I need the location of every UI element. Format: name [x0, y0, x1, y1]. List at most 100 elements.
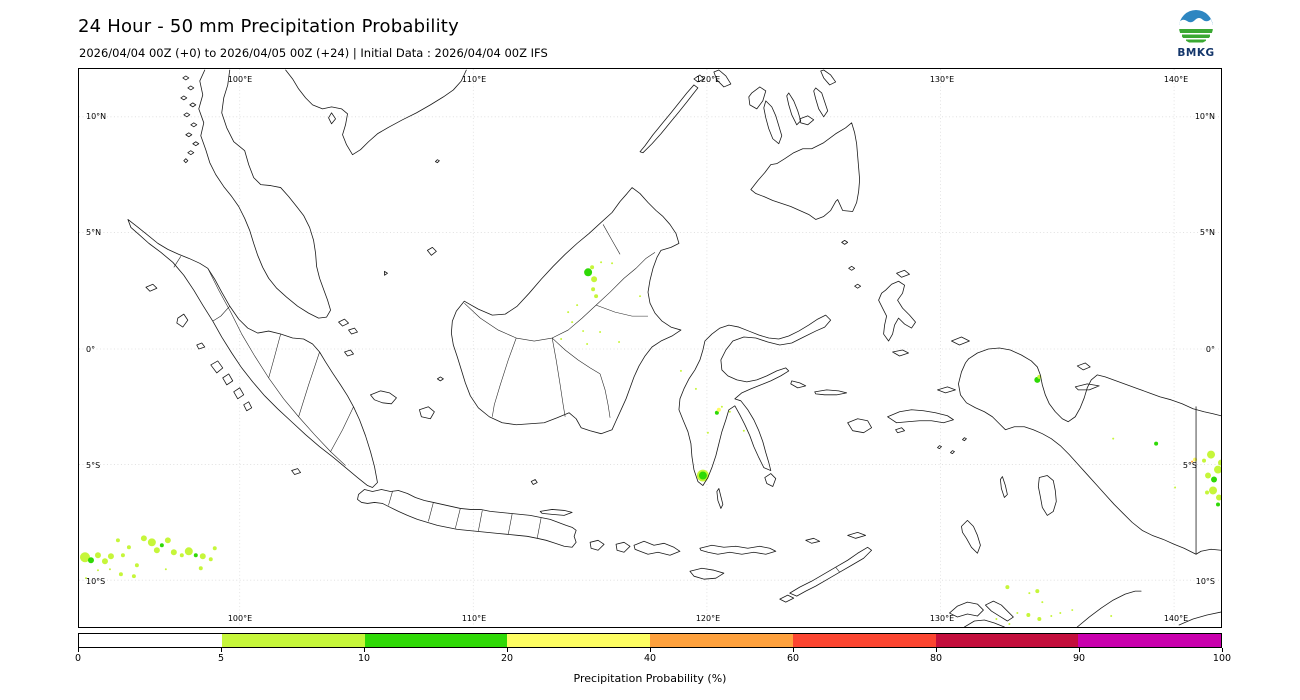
- precip-spot: [1028, 592, 1031, 595]
- precip-spot: [1041, 601, 1044, 604]
- precip-spot: [1037, 617, 1042, 622]
- precip-spot: [1211, 476, 1218, 483]
- precip-spot: [594, 294, 599, 299]
- precip-spot: [1209, 486, 1218, 495]
- colorbar-segment: [221, 634, 365, 647]
- precip-spot: [720, 405, 723, 408]
- precip-spot: [126, 545, 131, 550]
- precip-spot: [1191, 460, 1194, 463]
- lon-tick-label: 140°E: [1163, 614, 1189, 623]
- precip-spot: [1154, 441, 1159, 446]
- precip-spot: [101, 558, 108, 565]
- precip-spot: [1008, 623, 1011, 626]
- precip-spot: [140, 535, 147, 542]
- precip-spot: [742, 429, 745, 432]
- map-canvas: [79, 69, 1221, 627]
- precip-spot: [728, 410, 731, 413]
- lon-tick-label: 130°E: [929, 614, 955, 623]
- precip-spot: [706, 431, 709, 434]
- colorbar-tick: [649, 648, 651, 652]
- precip-spot: [118, 572, 123, 577]
- precip-spot: [1016, 612, 1019, 615]
- lon-tick-label: 100°E: [227, 614, 253, 623]
- lon-tick-label: 120°E: [695, 75, 721, 84]
- lon-tick-label: 110°E: [461, 75, 487, 84]
- page-subtitle: 2026/04/04 00Z (+0) to 2026/04/05 00Z (+…: [79, 46, 548, 60]
- lat-tick-label: 10°N: [86, 112, 107, 121]
- precip-spot: [1214, 465, 1221, 474]
- colorbar-tick-label: 0: [74, 653, 82, 664]
- precip-spot: [164, 537, 171, 544]
- colorbar-segment: [1078, 634, 1221, 647]
- lon-tick-label: 140°E: [1163, 75, 1189, 84]
- colorbar-tick: [77, 648, 79, 652]
- precip-spot: [193, 553, 198, 558]
- precip-spot: [560, 338, 563, 341]
- precip-spot: [108, 568, 111, 571]
- precip-spot: [84, 577, 87, 580]
- precip-spot: [115, 538, 120, 543]
- colorbar-tick-label: 90: [1072, 653, 1086, 664]
- precip-spot: [131, 574, 136, 579]
- precip-spot: [1059, 612, 1062, 615]
- precip-spot: [79, 552, 90, 563]
- colorbar-segment: [364, 634, 508, 647]
- precip-spot: [94, 552, 101, 559]
- precip-spot: [1026, 613, 1031, 618]
- precip-spot: [698, 471, 707, 480]
- precip-spot: [1035, 589, 1040, 594]
- spots-layer: [79, 261, 1221, 626]
- lat-tick-label: 5°N: [86, 228, 102, 237]
- lon-tick-label: 110°E: [461, 614, 487, 623]
- precip-spot: [584, 268, 593, 277]
- bmkg-logo: BMKG: [1168, 8, 1224, 59]
- colorbar-ticks: 0 5 10 20 40 60 80 90 100: [74, 648, 1231, 670]
- precip-spot: [120, 553, 125, 558]
- precip-spot: [571, 321, 574, 324]
- precip-spot: [153, 547, 160, 554]
- precip-spot: [96, 569, 99, 572]
- lon-tick-label: 130°E: [929, 75, 955, 84]
- page-title: 24 Hour - 50 mm Precipitation Probabilit…: [78, 16, 459, 37]
- precip-spot: [567, 311, 570, 314]
- precip-spot: [1071, 609, 1074, 612]
- precip-spot: [639, 295, 642, 298]
- colorbar-tick-label: 10: [357, 653, 371, 664]
- precip-spot: [714, 410, 719, 415]
- colorbar-segment: [935, 634, 1079, 647]
- precip-spot: [1205, 490, 1210, 495]
- precip-spot: [599, 331, 602, 334]
- colorbar-tick: [1078, 648, 1080, 652]
- lat-tick-label: 0°: [1205, 345, 1215, 354]
- colorbar-tick: [506, 648, 508, 652]
- precip-spot: [716, 407, 721, 412]
- colorbar-tick-label: 60: [786, 653, 800, 664]
- precip-spot: [586, 343, 589, 346]
- precip-spot: [1207, 450, 1216, 459]
- colorbar-tick: [220, 648, 222, 652]
- lat-tick-label: 5°S: [1182, 461, 1197, 470]
- colorbar-tick: [363, 648, 365, 652]
- colorbar-tick: [1221, 648, 1223, 652]
- precip-spot: [199, 553, 206, 560]
- lat-tick-label: 5°N: [1199, 228, 1215, 237]
- precip-spot: [1005, 585, 1010, 590]
- precip-spot: [164, 568, 167, 571]
- colorbar-tick-label: 40: [643, 653, 657, 664]
- colorbar-title: Precipitation Probability (%): [573, 672, 727, 685]
- coastline-layer: [127, 69, 1221, 627]
- colorbar-tick-label: 100: [1212, 653, 1232, 664]
- precip-spot: [159, 543, 164, 548]
- lat-tick-label: 0°: [86, 345, 96, 354]
- precip-spot: [1216, 502, 1221, 507]
- precip-spot: [618, 341, 621, 344]
- logo-globe-icon: [1179, 10, 1213, 43]
- precip-spot: [1218, 459, 1221, 466]
- precip-spot: [591, 287, 596, 292]
- colorbar-tick-label: 5: [217, 653, 225, 664]
- lat-tick-label: 5°S: [86, 461, 101, 470]
- colorbar-tick: [935, 648, 937, 652]
- precip-spot: [1202, 458, 1207, 463]
- precip-spot: [582, 330, 585, 333]
